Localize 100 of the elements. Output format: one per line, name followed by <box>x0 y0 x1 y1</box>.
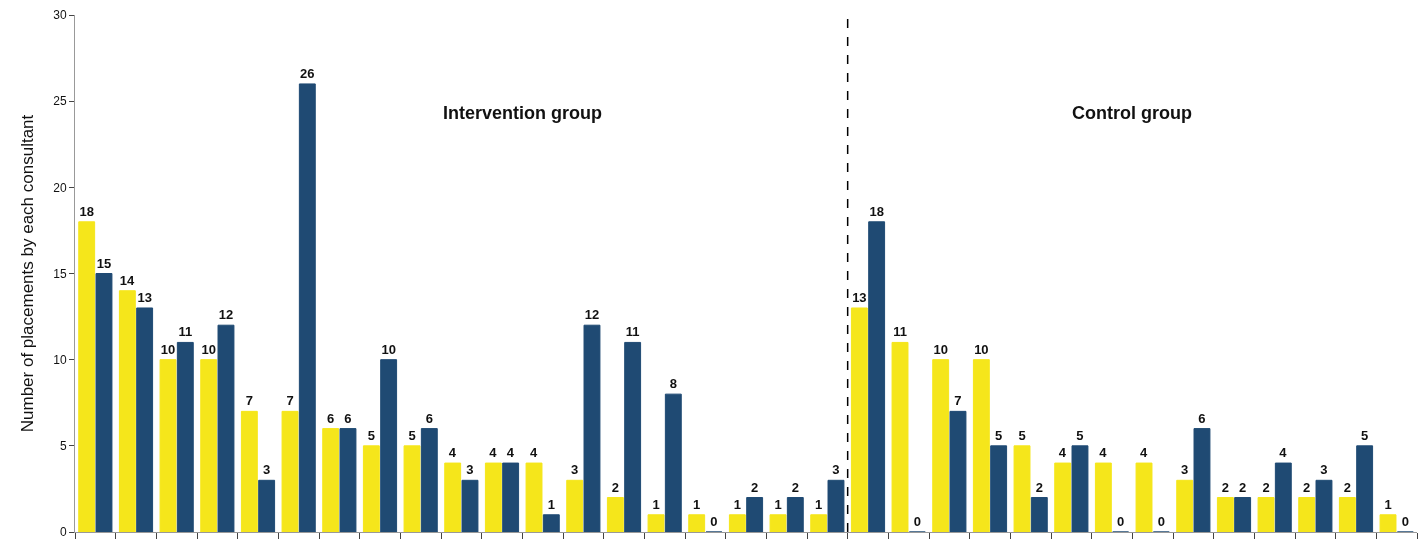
y-tick-label: 20 <box>53 180 67 195</box>
bar <box>1193 428 1211 532</box>
data-label: 2 <box>1262 479 1270 495</box>
bar <box>200 359 218 532</box>
data-label: 0 <box>1401 514 1409 529</box>
bar <box>624 341 642 532</box>
data-label: 7 <box>954 393 962 409</box>
data-label: 3 <box>1320 462 1328 478</box>
bar <box>1234 497 1252 532</box>
bar <box>380 359 398 532</box>
data-label: 13 <box>137 289 152 305</box>
data-label: 4 <box>1140 445 1149 461</box>
bar <box>728 514 746 532</box>
data-label: 1 <box>1384 496 1392 512</box>
bar <box>583 324 601 532</box>
bar <box>542 514 560 532</box>
annotation: Control group <box>1072 103 1192 123</box>
data-label: 4 <box>1099 445 1108 461</box>
data-label: 12 <box>218 307 234 323</box>
data-label: 2 <box>1221 479 1229 495</box>
data-label: 7 <box>286 393 294 409</box>
bar <box>217 324 235 532</box>
data-label: 0 <box>1117 514 1125 529</box>
data-label: 14 <box>119 272 135 288</box>
data-label: 3 <box>263 462 271 478</box>
y-axis-title: Number of placements by each consultant <box>17 114 37 433</box>
data-label: 10 <box>381 341 396 357</box>
bar <box>1176 479 1194 532</box>
y-tick-label: 0 <box>59 525 67 540</box>
data-label: 2 <box>1303 479 1311 495</box>
data-label: 2 <box>611 479 619 495</box>
data-label: 10 <box>201 341 216 357</box>
bar <box>868 221 886 532</box>
bar <box>566 479 584 532</box>
data-label: 0 <box>710 514 718 529</box>
data-label: 2 <box>1239 479 1247 495</box>
bar <box>1013 445 1031 532</box>
bar <box>502 462 520 532</box>
data-label: 3 <box>571 462 579 478</box>
bar <box>932 359 950 532</box>
y-tick-label: 30 <box>53 8 67 23</box>
y-tick-label: 10 <box>53 352 67 367</box>
data-label: 11 <box>178 324 193 340</box>
data-label: 10 <box>160 341 176 357</box>
bar <box>1379 514 1397 532</box>
bar <box>786 497 804 532</box>
data-label: 13 <box>852 289 867 305</box>
bar <box>322 428 340 532</box>
data-label: 11 <box>625 324 640 340</box>
bar <box>688 514 706 532</box>
bar <box>240 410 258 532</box>
bar <box>990 445 1008 532</box>
bar <box>403 445 421 532</box>
data-label: 1 <box>733 496 741 512</box>
bar <box>827 479 845 532</box>
data-label: 5 <box>1018 427 1026 443</box>
data-label: 18 <box>869 203 884 219</box>
bar <box>461 479 479 532</box>
data-label: 5 <box>995 427 1003 443</box>
bar <box>664 393 682 532</box>
data-label: 10 <box>974 341 989 357</box>
data-label: 4 <box>530 445 539 461</box>
bar <box>746 497 764 532</box>
bar <box>78 221 96 532</box>
bar <box>1257 497 1275 532</box>
bar <box>850 307 868 532</box>
data-label: 18 <box>79 203 94 219</box>
data-label: 2 <box>1343 479 1351 495</box>
data-label: 0 <box>913 514 921 529</box>
data-label: 6 <box>327 410 335 426</box>
bar <box>1216 497 1234 532</box>
data-label: 1 <box>547 496 555 512</box>
bar <box>298 83 316 532</box>
bar <box>1356 445 1374 532</box>
bar <box>136 307 154 532</box>
bar <box>1338 497 1356 532</box>
bar <box>1315 479 1333 532</box>
bar <box>1135 462 1153 532</box>
data-label: 5 <box>1076 427 1084 443</box>
data-label: 2 <box>791 479 799 495</box>
bar <box>176 341 194 532</box>
data-label: 5 <box>408 427 416 443</box>
annotation: Intervention group <box>443 103 602 123</box>
data-label: 4 <box>506 445 515 461</box>
bar <box>339 428 357 532</box>
bar <box>525 462 543 532</box>
bar <box>1298 497 1316 532</box>
y-tick-label: 15 <box>53 266 67 281</box>
bar <box>810 514 828 532</box>
bar <box>606 497 624 532</box>
y-tick-label: 25 <box>53 94 67 109</box>
data-label: 4 <box>448 445 457 461</box>
data-label: 7 <box>245 393 253 409</box>
data-label: 11 <box>893 324 907 340</box>
bar <box>1071 445 1089 532</box>
data-label: 6 <box>425 410 433 426</box>
y-tick-label: 5 <box>59 439 67 454</box>
data-label: 0 <box>1157 514 1165 529</box>
bar <box>118 290 136 532</box>
bar <box>972 359 990 532</box>
